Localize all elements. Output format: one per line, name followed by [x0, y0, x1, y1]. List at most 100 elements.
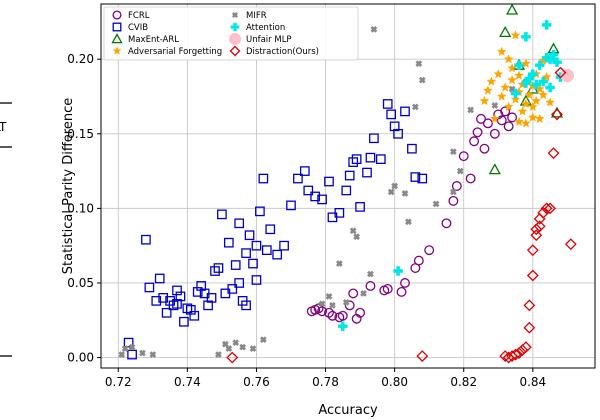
cvib-point: [213, 263, 224, 273]
mifr-point: [335, 260, 343, 267]
mifr-point: [449, 148, 457, 156]
cvib-point: [227, 284, 238, 294]
adversarial-forgetting-point: [500, 82, 511, 92]
mifr-point: [353, 233, 361, 241]
x-axis-label: Accuracy: [318, 403, 378, 418]
cvib-point: [179, 316, 189, 327]
mifr-point: [491, 102, 499, 109]
fcrl-point: [496, 115, 507, 126]
fcrl-point: [348, 288, 359, 299]
mifr-point: [139, 349, 146, 357]
cvib-point: [351, 154, 362, 164]
adversarial-forgetting-point: [510, 94, 521, 104]
legend-label-adversarial-forgetting: Adversarial Forgetting: [128, 47, 222, 57]
cvib-point: [303, 185, 314, 196]
legend-label-cvib: CVIB: [128, 23, 148, 33]
fcrl-point: [424, 245, 435, 256]
adversarial-forgetting-point: [521, 118, 531, 128]
distraction-ours-point: [530, 229, 543, 242]
fcrl-point: [458, 151, 469, 162]
mifr-point: [232, 339, 240, 347]
distraction-ours-point: [526, 269, 539, 282]
adversarial-forgetting-point: [483, 85, 493, 95]
y-tick-label: 0.10: [67, 201, 94, 215]
legend-label-unfair-mlp: Unfair MLP: [246, 35, 292, 45]
adversarial-forgetting-point: [534, 113, 545, 124]
legend-label-maxent-arl: MaxEnt-ARL: [128, 35, 179, 45]
mifr-point: [121, 345, 129, 353]
fcrl-point: [451, 181, 462, 191]
attention-point: [528, 69, 538, 79]
cvib-point: [279, 240, 289, 251]
fcrl-point: [469, 136, 480, 147]
mifr-point: [149, 351, 157, 358]
fcrl-point: [396, 286, 407, 297]
cvib-point: [265, 224, 276, 235]
distraction-ours-point: [530, 223, 543, 236]
adversarial-forgetting-point: [521, 58, 531, 68]
fcrl-point: [500, 106, 511, 117]
distraction-ours-point: [537, 206, 550, 219]
y-axis-label: Statistical Parity Difference: [61, 98, 76, 274]
maxent-arl-point: [488, 163, 501, 175]
mifr-point: [360, 289, 367, 297]
fcrl-point: [317, 306, 328, 317]
cvib-point: [223, 237, 234, 248]
attention-point: [524, 73, 535, 84]
cvib-point: [196, 281, 207, 291]
legend-marker-unfair-mlp: [228, 32, 242, 46]
cvib-point: [362, 167, 372, 178]
mifr-point: [128, 343, 136, 351]
axis-ticks: 0.72 0.74 0.76 0.78 0.80 0.82 0.84 0.00 0.05 0.10…: [67, 52, 546, 389]
cvib-point: [255, 206, 265, 217]
cvib-point: [365, 152, 376, 163]
cvib-point: [334, 208, 345, 218]
cvib-point: [400, 106, 410, 117]
cvib-point: [172, 285, 182, 296]
cvib-point: [317, 194, 327, 205]
cvib-point: [324, 176, 334, 187]
cvib-point: [210, 266, 220, 276]
distraction-ours-point: [554, 66, 567, 79]
legend-box: [103, 6, 359, 61]
adversarial-forgetting-point: [514, 70, 524, 80]
adversarial-forgetting-point: [517, 106, 528, 116]
cvib-point: [230, 260, 241, 270]
x-tick-label: 0.76: [243, 375, 270, 389]
mifr-point: [418, 76, 426, 84]
series-attention: [338, 20, 566, 331]
adversarial-forgetting-point: [521, 98, 531, 109]
attention-point: [510, 88, 521, 99]
mifr-point: [467, 106, 475, 114]
distraction-ours-point: [533, 212, 546, 225]
mifr-point: [215, 351, 222, 358]
distraction-ours-point: [526, 244, 539, 257]
attention-point: [534, 60, 545, 70]
mifr-point: [118, 351, 126, 358]
series-unfair-mlp: [560, 68, 575, 83]
cvib-point: [393, 128, 403, 139]
adversarial-forgetting-point: [496, 46, 507, 56]
data-points: [118, 3, 577, 364]
fcrl-point: [413, 255, 424, 266]
distraction-ours-point: [516, 344, 529, 357]
attention-point: [545, 82, 555, 93]
cvib-point: [382, 99, 393, 109]
distraction-ours-point: [540, 202, 553, 215]
fcrl-point: [482, 118, 493, 129]
mifr-point: [391, 182, 399, 190]
attention-point: [548, 49, 559, 60]
cvib-point: [206, 293, 217, 303]
legend-label-distraction-ours: Distraction(Ours): [246, 47, 319, 57]
adversarial-forgetting-point: [527, 101, 538, 112]
mifr-point: [325, 292, 333, 300]
unfair-mlp-point: [560, 68, 575, 83]
fcrl-point: [441, 218, 452, 229]
mifr-point: [318, 300, 326, 308]
cvib-point: [251, 275, 262, 285]
attention-point: [541, 20, 552, 30]
y-tick-label: 0.00: [67, 351, 94, 365]
cvib-point: [348, 157, 359, 167]
cvib-point: [154, 273, 165, 284]
mifr-point: [225, 345, 233, 353]
